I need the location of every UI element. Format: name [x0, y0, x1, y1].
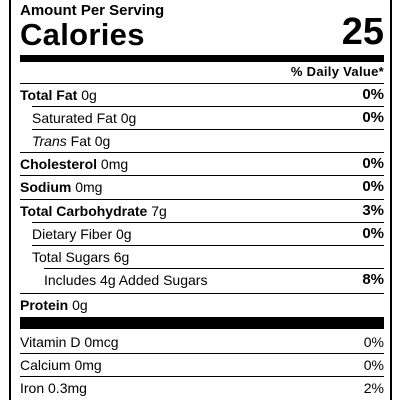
vitamin-d-label: Vitamin D 0mcg — [20, 334, 119, 350]
total-sugars-label: Total Sugars 6g — [32, 249, 130, 265]
divider — [44, 268, 384, 269]
calcium-dv: 0% — [363, 357, 384, 373]
iron-dv: 2% — [363, 380, 384, 396]
row-calcium: Calcium 0mg 0% — [20, 354, 384, 376]
added-sugars-label: Includes 4g Added Sugars — [44, 272, 208, 288]
total-fat-amount: 0g — [81, 87, 97, 103]
row-trans-fat: Trans Fat 0g — [20, 130, 384, 152]
divider — [20, 293, 384, 294]
divider — [32, 245, 384, 246]
row-added-sugars: Includes 4g Added Sugars 8% — [20, 269, 384, 291]
saturated-fat-dv: 0% — [362, 109, 384, 126]
row-protein: Protein 0g — [20, 294, 384, 316]
nutrition-facts-label: Amount Per Serving Calories 25 % Daily V… — [9, 0, 392, 400]
row-total-sugars: Total Sugars 6g — [20, 246, 384, 268]
total-fat-dv: 0% — [362, 86, 384, 103]
vitamin-d-dv: 0% — [363, 334, 384, 350]
trans-fat-label: Fat 0g — [70, 133, 111, 149]
sodium-dv: 0% — [362, 178, 384, 195]
cholesterol-dv: 0% — [362, 155, 384, 172]
row-iron: Iron 0.3mg 2% — [20, 377, 384, 399]
total-carbohydrate-amount: 7g — [151, 203, 167, 219]
divider — [20, 152, 384, 153]
total-carbohydrate-label: Total Carbohydrate — [20, 203, 148, 219]
divider — [32, 222, 384, 223]
row-dietary-fiber: Dietary Fiber 0g 0% — [20, 223, 384, 245]
row-cholesterol: Cholesterol 0mg 0% — [20, 153, 384, 175]
row-saturated-fat: Saturated Fat 0g 0% — [20, 107, 384, 129]
trans-fat-italic-label: Trans — [32, 133, 67, 149]
dietary-fiber-label: Dietary Fiber 0g — [32, 226, 132, 242]
protein-divider — [20, 317, 384, 329]
divider — [20, 199, 384, 200]
total-fat-label: Total Fat — [20, 87, 78, 103]
daily-value-header: % Daily Value* — [290, 64, 384, 79]
row-vitamin-d: Vitamin D 0mcg 0% — [20, 331, 384, 353]
calories-divider — [20, 55, 384, 62]
total-carbohydrate-dv: 3% — [362, 202, 384, 219]
row-total-fat: Total Fat 0g 0% — [20, 84, 384, 106]
protein-amount: 0g — [72, 297, 88, 313]
calcium-label: Calcium 0mg — [20, 357, 102, 373]
calories-value: 25 — [341, 11, 384, 53]
divider — [20, 83, 384, 84]
divider — [20, 175, 384, 176]
iron-label: Iron 0.3mg — [20, 380, 87, 396]
cholesterol-label: Cholesterol — [20, 156, 98, 172]
amount-per-serving-text: Amount Per Serving — [20, 2, 165, 19]
row-sodium: Sodium 0mg 0% — [20, 176, 384, 198]
divider — [20, 376, 384, 377]
sodium-label: Sodium — [20, 179, 72, 195]
cholesterol-amount: 0mg — [100, 156, 129, 172]
calories-label: Calories — [20, 17, 145, 52]
sodium-amount: 0mg — [75, 179, 103, 195]
protein-label: Protein — [20, 297, 69, 313]
added-sugars-dv: 8% — [362, 271, 384, 288]
divider — [20, 353, 384, 354]
divider — [32, 129, 384, 130]
dietary-fiber-dv: 0% — [362, 225, 384, 242]
saturated-fat-label: Saturated Fat 0g — [32, 110, 137, 126]
divider — [32, 106, 384, 107]
row-total-carbohydrate: Total Carbohydrate 7g 3% — [20, 200, 384, 222]
